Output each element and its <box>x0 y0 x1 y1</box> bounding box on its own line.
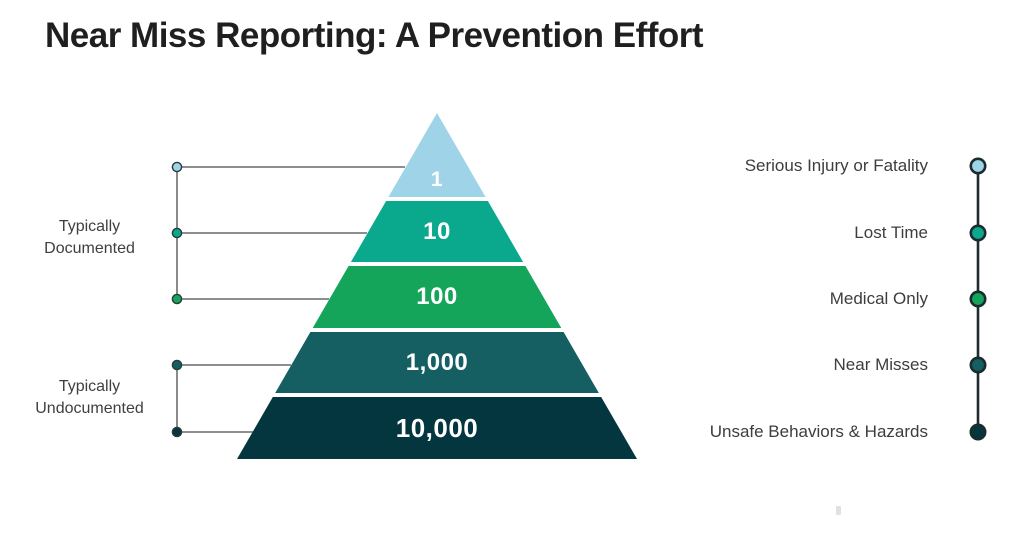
page-title: Near Miss Reporting: A Prevention Effort <box>45 16 704 55</box>
axis-dot-level-1 <box>969 157 987 175</box>
pyramid-level-5: 10,000 <box>237 397 637 459</box>
pyramid-level-5-value: 10,000 <box>395 412 479 443</box>
bracket-dot-level-3 <box>171 293 183 305</box>
documented-bracket <box>176 166 405 300</box>
pyramid-level-4: 1,000 <box>275 332 599 393</box>
pyramid-level-4-value: 1,000 <box>405 348 469 376</box>
axis-dot-level-2 <box>969 224 987 242</box>
bracket-dot-level-1 <box>171 161 183 173</box>
pyramid-level-3-value: 100 <box>416 283 458 310</box>
artifact-mark <box>836 506 841 515</box>
right-label-lost-time: Lost Time <box>854 223 928 242</box>
right-label-serious-injury: Serious Injury or Fatality <box>744 156 928 175</box>
right-label-unsafe-behaviors: Unsafe Behaviors & Hazards <box>709 422 928 441</box>
pyramid-level-2-value: 10 <box>423 217 451 245</box>
axis-dot-level-3 <box>969 290 987 308</box>
axis-dot-level-5 <box>969 423 987 441</box>
safety-pyramid: 1 10 100 1,000 10,000 <box>237 113 637 459</box>
bracket-dot-level-4 <box>171 359 183 371</box>
annotation-typically-undocumented: Typically Undocumented <box>35 378 144 417</box>
right-label-near-misses: Near Misses <box>833 355 928 374</box>
right-label-medical-only: Medical Only <box>829 289 928 308</box>
axis-dot-level-4 <box>969 356 987 374</box>
bracket-dot-level-5 <box>171 426 183 438</box>
undocumented-bracket <box>176 364 291 433</box>
pyramid-level-3: 100 <box>312 266 562 328</box>
bracket-dot-level-2 <box>171 227 183 239</box>
pyramid-level-1-value: 1 <box>430 168 444 191</box>
annotation-typically-documented: Typically Documented <box>44 218 135 257</box>
